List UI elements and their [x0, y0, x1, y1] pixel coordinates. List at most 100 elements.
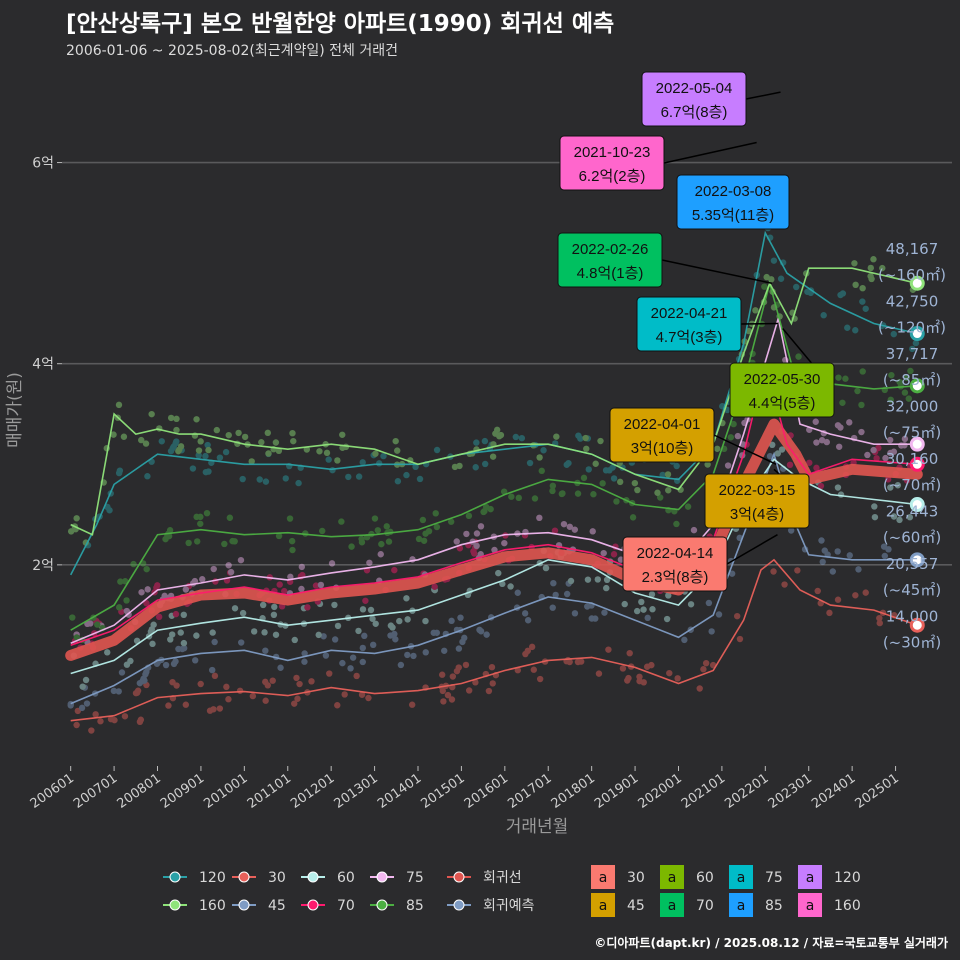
scatter-point: [365, 694, 372, 702]
scatter-point: [141, 677, 148, 684]
legend-box-glyph: a: [737, 898, 746, 914]
scatter-point: [663, 615, 671, 623]
scatter-point: [488, 663, 496, 671]
legend-box-label: 75: [765, 870, 783, 886]
scatter-point: [394, 478, 402, 485]
scatter-point: [276, 581, 283, 588]
scatter-point: [887, 449, 894, 457]
scatter-point: [229, 537, 236, 545]
annotation-date: 2022-05-04: [656, 80, 733, 97]
scatter-point: [378, 540, 385, 548]
series-line-30: [70, 558, 918, 722]
scatter-point: [320, 633, 327, 640]
scatter-point: [144, 473, 151, 480]
scatter-point: [347, 665, 354, 672]
scatter-point: [821, 547, 828, 554]
scatter-point: [286, 515, 294, 522]
scatter-point: [451, 463, 459, 471]
scatter-point: [472, 464, 479, 471]
scatter-point: [470, 548, 477, 555]
scatter-point: [270, 611, 278, 619]
scatter-point: [473, 542, 480, 550]
scatter-point: [323, 449, 331, 457]
scatter-point: [298, 563, 306, 571]
scatter-point: [322, 652, 330, 659]
scatter-point: [226, 514, 234, 521]
scatter-point: [167, 447, 175, 455]
scatter-point: [74, 707, 82, 715]
x-tick-label: 200901: [158, 771, 207, 812]
scatter-point: [605, 646, 612, 653]
scatter-point: [512, 433, 520, 441]
scatter-point: [173, 682, 180, 689]
scatter-point: [864, 451, 871, 459]
scatter-point: [906, 514, 914, 521]
scatter-point: [497, 431, 505, 439]
scatter-point: [271, 603, 278, 611]
scatter-point: [609, 464, 616, 471]
scatter-point: [165, 702, 172, 709]
scatter-point: [665, 592, 672, 599]
scatter-point: [674, 675, 681, 682]
scatter-point: [272, 439, 280, 446]
scatter-point: [839, 399, 846, 406]
legend-dot-swatch: [169, 871, 181, 883]
scatter-point: [571, 526, 579, 533]
scatter-point: [180, 644, 188, 652]
scatter-point: [328, 560, 336, 567]
legend-dot-swatch: [169, 899, 181, 911]
scatter-point: [870, 446, 877, 454]
scatter-point: [592, 460, 599, 467]
scatter-point: [715, 611, 723, 618]
legend-box-swatch: [660, 865, 684, 889]
scatter-point: [563, 461, 570, 468]
scatter-point: [262, 647, 269, 654]
scatter-point: [265, 450, 272, 457]
scatter-point: [835, 374, 842, 381]
scatter-point: [375, 460, 383, 467]
scatter-point: [362, 597, 369, 604]
scatter-point: [277, 664, 284, 671]
scatter-point: [410, 652, 417, 660]
scatter-point: [752, 307, 759, 314]
legend-box-swatch: [660, 893, 684, 917]
scatter-point: [425, 527, 433, 535]
scatter-point: [236, 687, 244, 694]
scatter-point: [673, 520, 680, 528]
scatter-point: [871, 503, 878, 510]
scatter-point: [143, 668, 150, 676]
scatter-point: [829, 568, 836, 575]
scatter-point: [501, 539, 508, 547]
scatter-point: [812, 418, 819, 425]
scatter-point: [168, 631, 176, 638]
scatter-point: [127, 657, 134, 665]
legend-line-label: 60: [337, 870, 355, 886]
scatter-point: [367, 606, 375, 614]
scatter-point: [331, 636, 339, 643]
scatter-point: [826, 609, 833, 617]
scatter-point: [638, 598, 645, 606]
scatter-point: [205, 446, 212, 454]
scatter-point: [901, 435, 909, 443]
scatter-point: [334, 457, 341, 464]
scatter-point: [397, 661, 405, 669]
scatter-point: [369, 641, 377, 649]
scatter-point: [625, 674, 632, 682]
scatter-point: [134, 687, 142, 694]
end-label-area: (~160㎡): [878, 266, 946, 284]
scatter-point: [150, 621, 157, 628]
scatter-point: [275, 532, 283, 540]
scatter-point: [530, 666, 538, 673]
x-tick-label: 201701: [505, 771, 554, 812]
scatter-point: [447, 518, 455, 525]
x-tick-label: 201601: [462, 771, 511, 812]
scatter-point: [282, 475, 289, 482]
scatter-point: [361, 632, 368, 640]
scatter-point: [345, 473, 352, 481]
legend-line-label: 30: [268, 870, 286, 886]
scatter-point: [288, 537, 296, 545]
scatter-point: [180, 611, 187, 619]
scatter-point: [873, 455, 880, 462]
scatter-point: [453, 538, 460, 545]
scatter-point: [204, 441, 211, 449]
